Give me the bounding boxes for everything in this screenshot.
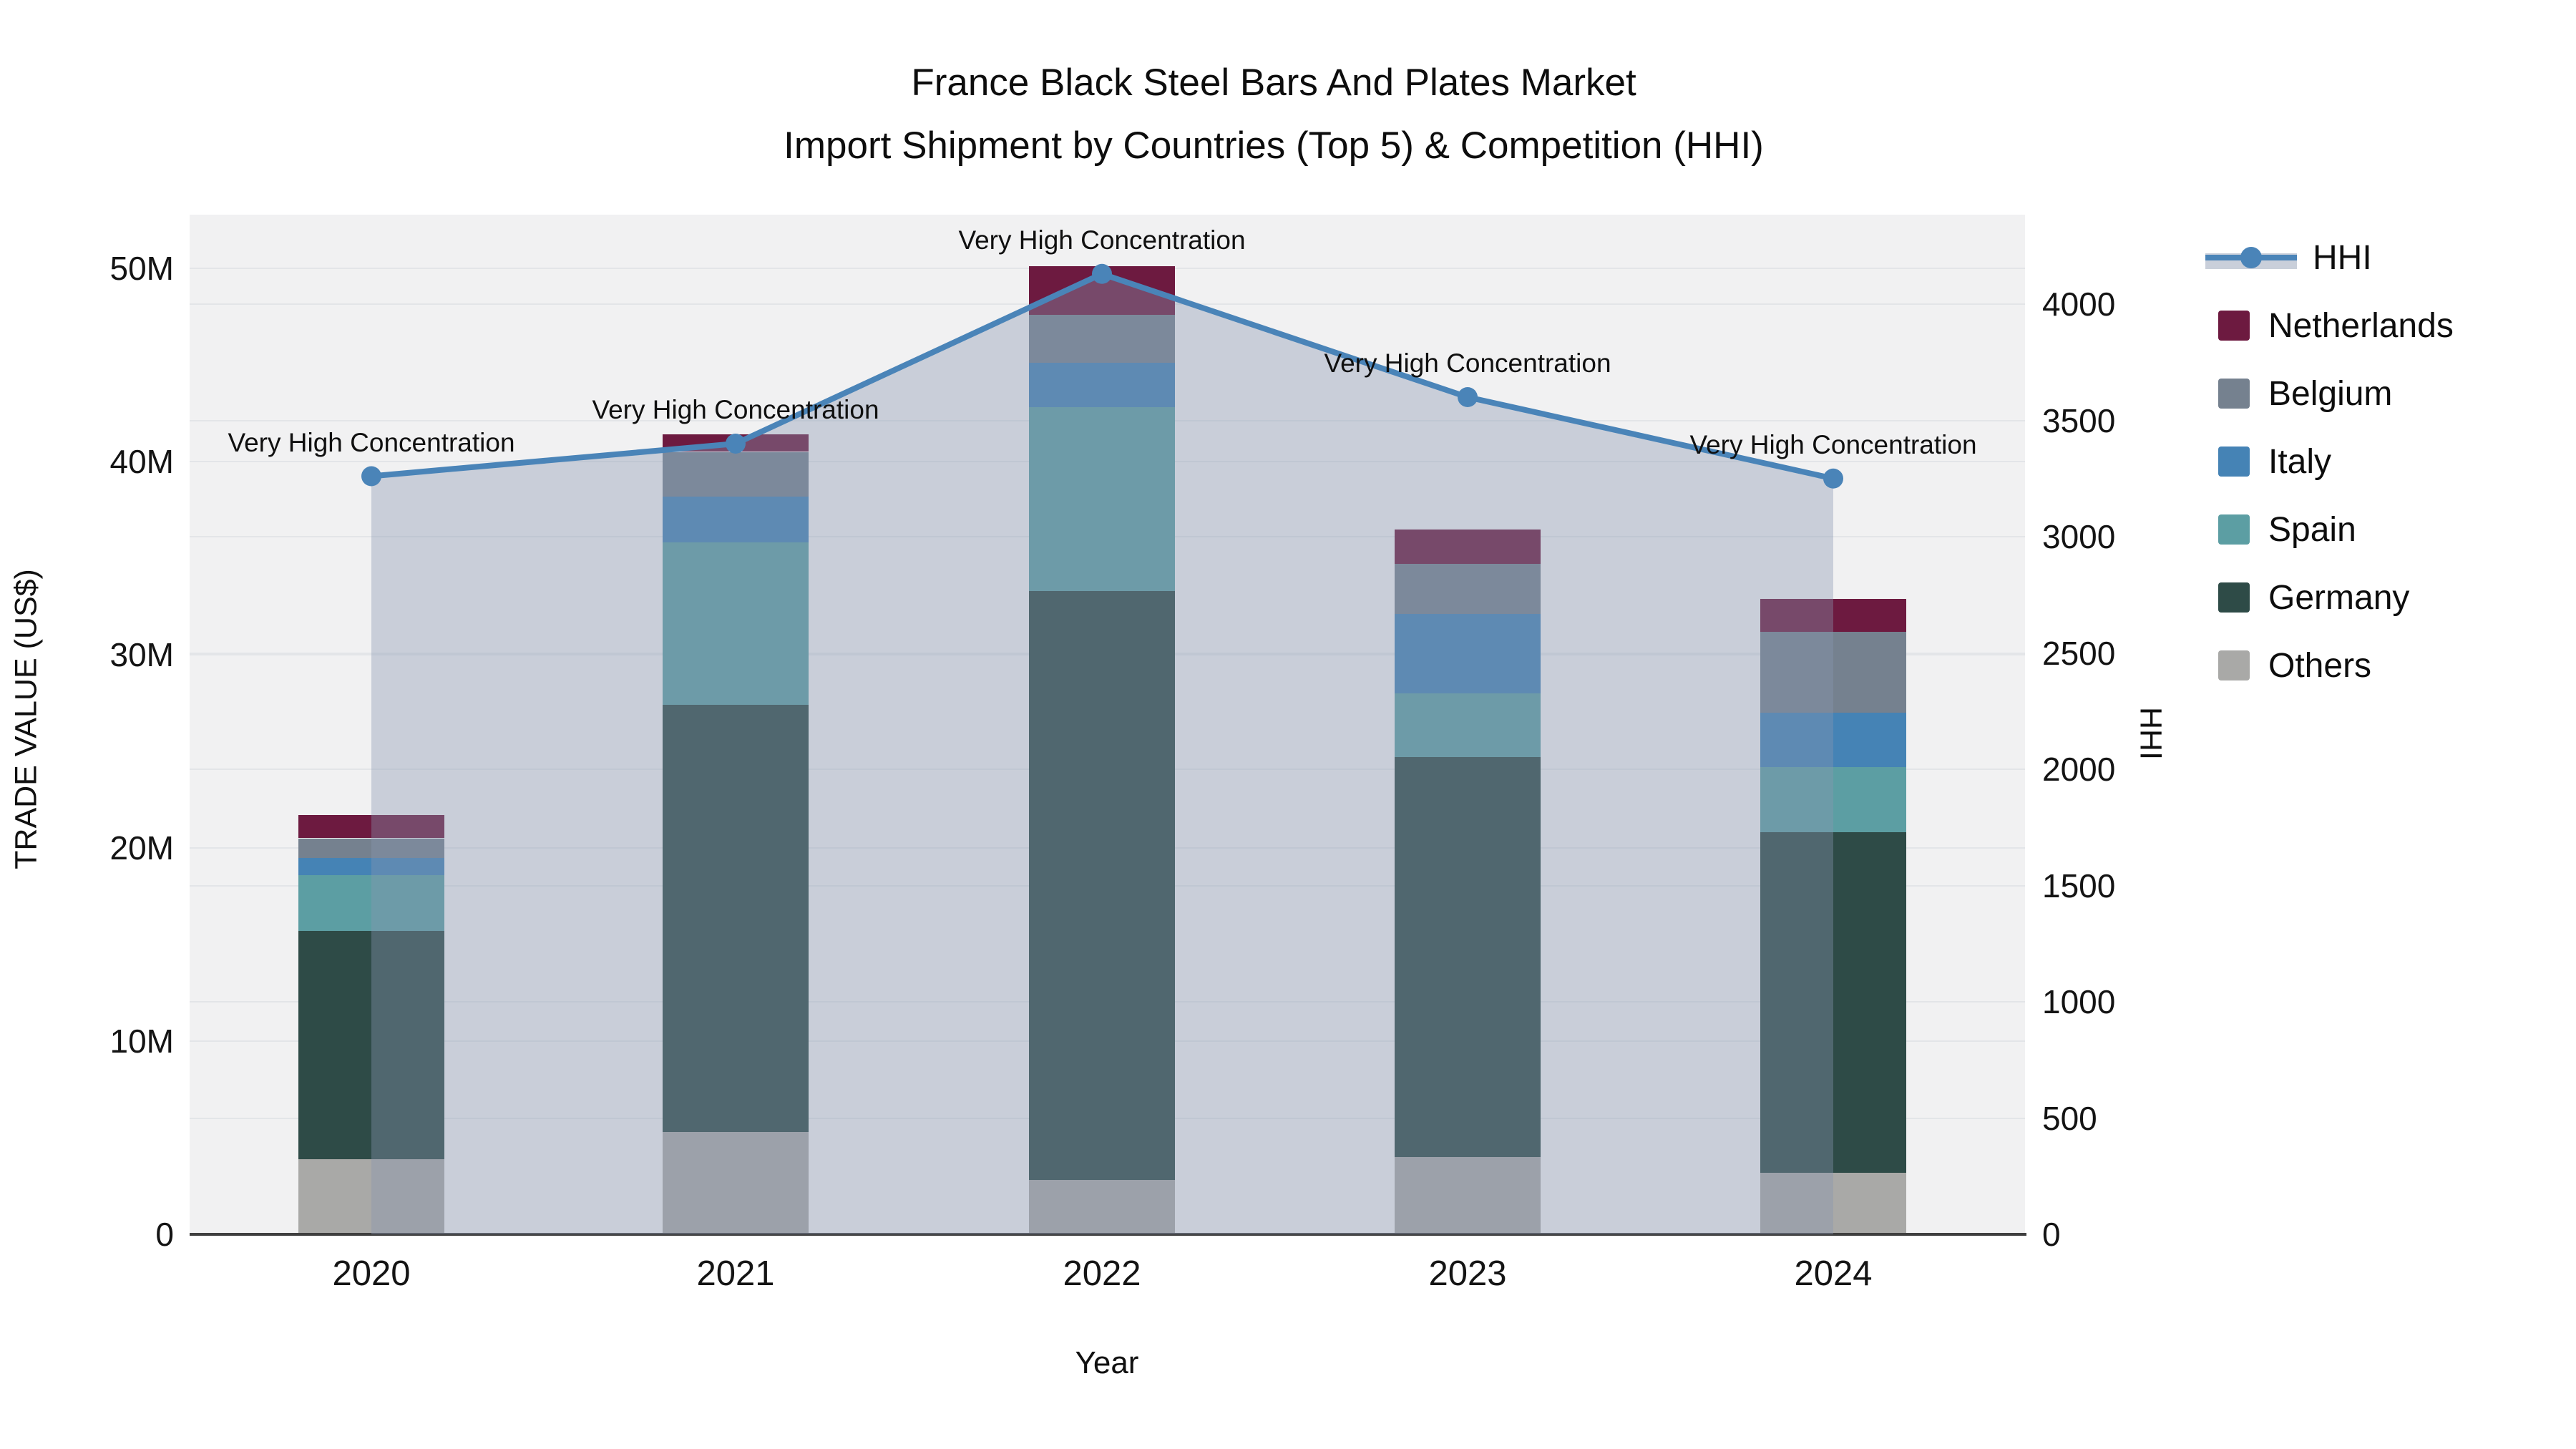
legend-color-swatch-belgium: [2218, 379, 2250, 409]
annotation-2021: Very High Concentration: [592, 395, 879, 424]
bar-segment-belgium-2023: [1395, 564, 1541, 615]
left-axis-tick-0: 0: [155, 1216, 174, 1253]
legend-item-hhi[interactable]: HHI: [2205, 236, 2372, 279]
bar-segment-belgium-2022: [1029, 314, 1175, 364]
right-axis-title: HHI: [2133, 706, 2168, 761]
legend-item-germany[interactable]: Germany: [2205, 576, 2409, 619]
annotation-2020: Very High Concentration: [228, 427, 515, 457]
bar-segment-italy-2020: [298, 857, 444, 875]
hhi-marker-swatch: [2240, 247, 2262, 268]
right-axis-tick-0: 0: [2042, 1216, 2061, 1253]
annotation-2023: Very High Concentration: [1324, 348, 1611, 378]
chart-title-line2: Import Shipment by Countries (Top 5) & C…: [784, 125, 1764, 167]
legend-label-hhi: HHI: [2313, 238, 2372, 277]
bar-segment-netherlands-2020: [298, 815, 444, 839]
legend-label-others: Others: [2268, 646, 2372, 685]
legend-item-italy[interactable]: Italy: [2205, 440, 2331, 483]
x-axis-tick-2023: 2023: [1428, 1254, 1507, 1293]
right-axis-tick-3000: 3000: [2042, 518, 2116, 555]
right-axis-tick-3500: 3500: [2042, 401, 2116, 439]
bar-segment-spain-2022: [1029, 407, 1175, 591]
bar-segment-others-2024: [1760, 1172, 1906, 1234]
bar-segment-others-2022: [1029, 1180, 1175, 1234]
legend-item-belgium[interactable]: Belgium: [2205, 372, 2392, 415]
bar-segment-italy-2024: [1760, 713, 1906, 767]
bar-segment-germany-2022: [1029, 590, 1175, 1181]
legend-color-swatch-others: [2218, 650, 2250, 680]
bar-segment-others-2021: [663, 1131, 809, 1234]
legend-label-italy: Italy: [2268, 442, 2332, 481]
bar-segment-germany-2024: [1760, 832, 1906, 1173]
legend-color-swatch-italy: [2218, 447, 2250, 477]
legend-label-spain: Spain: [2268, 510, 2356, 549]
bar-segment-netherlands-2023: [1395, 529, 1541, 565]
bar-segment-others-2020: [298, 1158, 444, 1234]
left-axis-title: TRADE VALUE (US$): [9, 569, 44, 869]
bar-segment-netherlands-2021: [663, 434, 809, 452]
bar-segment-germany-2020: [298, 931, 444, 1159]
bar-segment-germany-2021: [663, 705, 809, 1132]
left-axis-tick-40M: 40M: [109, 443, 174, 480]
x-axis-title: Year: [1075, 1345, 1139, 1380]
bar-segment-belgium-2024: [1760, 631, 1906, 713]
x-axis-tick-2021: 2021: [696, 1254, 775, 1293]
bar-segment-italy-2023: [1395, 614, 1541, 693]
left-axis-tick-20M: 20M: [109, 829, 174, 867]
legend-item-others[interactable]: Others: [2205, 644, 2371, 687]
bar-segment-italy-2021: [663, 496, 809, 543]
bar-segment-spain-2021: [663, 542, 809, 706]
legend-color-swatch-germany: [2218, 582, 2250, 613]
legend-color-swatch-spain: [2218, 514, 2250, 545]
chart-title-line1: France Black Steel Bars And Plates Marke…: [911, 62, 1636, 104]
legend-item-netherlands[interactable]: Netherlands: [2205, 304, 2454, 347]
annotation-2022: Very High Concentration: [958, 225, 1246, 255]
bar-segment-netherlands-2022: [1029, 266, 1175, 315]
left-axis-tick-30M: 30M: [109, 636, 174, 673]
x-axis-line: [190, 1233, 2026, 1236]
bar-segment-belgium-2021: [663, 452, 809, 497]
right-axis-tick-1000: 1000: [2042, 983, 2116, 1020]
right-axis-tick-1500: 1500: [2042, 867, 2116, 904]
bar-segment-others-2023: [1395, 1157, 1541, 1234]
right-axis-tick-4000: 4000: [2042, 286, 2116, 323]
bar-segment-spain-2024: [1760, 766, 1906, 833]
bar-segment-spain-2023: [1395, 693, 1541, 758]
bar-segment-germany-2023: [1395, 757, 1541, 1157]
legend-color-swatch-netherlands: [2218, 311, 2250, 341]
x-axis-tick-2022: 2022: [1063, 1254, 1141, 1293]
right-axis-tick-2500: 2500: [2042, 634, 2116, 672]
legend-item-spain[interactable]: Spain: [2205, 508, 2356, 551]
bar-segment-belgium-2020: [298, 838, 444, 858]
x-axis-tick-2024: 2024: [1794, 1254, 1873, 1293]
left-axis-tick-50M: 50M: [109, 250, 174, 287]
hhi-line-sample-icon: [2205, 247, 2297, 269]
left-axis-tick-10M: 10M: [109, 1023, 174, 1060]
annotation-2024: Very High Concentration: [1689, 429, 1977, 459]
bar-segment-italy-2022: [1029, 363, 1175, 408]
x-axis-tick-2020: 2020: [332, 1254, 411, 1293]
bar-segment-netherlands-2024: [1760, 598, 1906, 632]
legend-label-netherlands: Netherlands: [2268, 306, 2454, 345]
legend-label-belgium: Belgium: [2268, 374, 2393, 413]
right-axis-tick-2000: 2000: [2042, 751, 2116, 788]
bar-segment-spain-2020: [298, 874, 444, 932]
chart-title: France Black Steel Bars And Plates Marke…: [0, 52, 2547, 177]
right-axis-tick-500: 500: [2042, 1099, 2097, 1137]
legend-label-germany: Germany: [2268, 578, 2410, 617]
